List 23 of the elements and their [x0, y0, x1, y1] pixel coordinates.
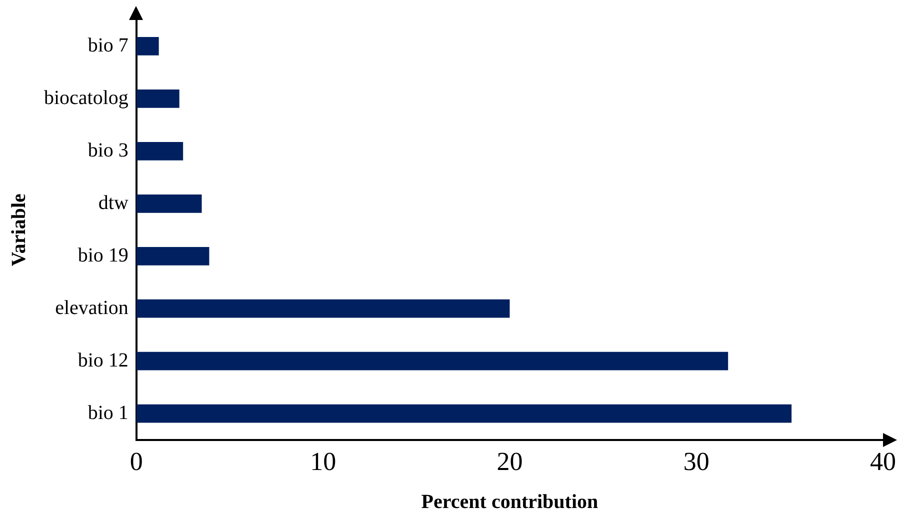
- x-tick-label: 0: [130, 447, 143, 476]
- y-tick-label: elevation: [55, 296, 128, 319]
- bar: [136, 404, 792, 423]
- bar: [136, 352, 728, 370]
- x-axis-title: Percent contribution: [421, 491, 598, 514]
- bar: [136, 299, 510, 318]
- y-tick-label: bio 7: [88, 34, 128, 56]
- y-tick-label: bio 3: [88, 139, 128, 162]
- y-tick-label: biocatolog: [44, 86, 128, 109]
- x-tick-label: 10: [310, 447, 336, 476]
- bar: [136, 90, 180, 108]
- x-tick-label: 40: [870, 447, 896, 476]
- bar: [136, 37, 159, 56]
- bar: [136, 194, 202, 213]
- y-tick-label: bio 19: [78, 244, 128, 266]
- x-tick-label: 20: [496, 447, 523, 476]
- bar: [136, 142, 184, 160]
- y-tick-label: bio 12: [78, 349, 128, 372]
- y-tick-label: bio 1: [88, 402, 128, 424]
- x-tick-label: 30: [683, 447, 710, 476]
- y-axis-title: Variable: [8, 193, 30, 266]
- y-tick-label: dtw: [98, 192, 129, 214]
- bar: [136, 246, 210, 266]
